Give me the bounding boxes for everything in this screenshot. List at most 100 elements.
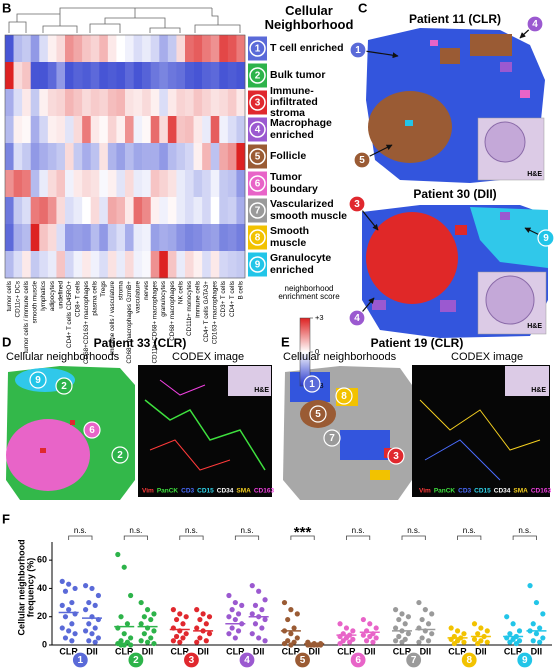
heatmap-cell <box>219 224 229 252</box>
callout-number: 6 <box>355 655 361 666</box>
neighborhood-name: Granulocyte enriched <box>270 252 332 276</box>
tissue-image <box>283 365 550 500</box>
heatmap-cell <box>99 170 109 198</box>
heatmap-cell <box>185 197 194 225</box>
callout-number: 8 <box>341 391 347 402</box>
heatmap-cell <box>202 116 212 144</box>
significance-label: n.s. <box>352 526 365 535</box>
callout-badge <box>323 429 341 447</box>
neighborhood-badge <box>249 94 266 111</box>
data-point <box>141 614 147 620</box>
inset-label: H&E <box>527 171 542 178</box>
callout-badge <box>55 377 73 395</box>
heatmap-cell <box>47 89 57 117</box>
x-tick-label: CLR <box>282 646 301 656</box>
neighborhood-number: 6 <box>255 179 261 190</box>
callout-number: 5 <box>300 655 306 666</box>
data-point <box>83 607 89 613</box>
x-tick-label: CLR <box>448 646 467 656</box>
significance-bracket <box>290 535 315 540</box>
column-label: granulocytes <box>160 281 167 317</box>
callout-badge <box>387 447 405 465</box>
data-point <box>367 633 373 640</box>
heatmap-cell <box>47 62 57 90</box>
heatmap-cell <box>47 116 57 144</box>
heatmap-cell <box>5 62 14 90</box>
dendrogram <box>8 7 241 33</box>
heatmap-cell <box>150 224 160 252</box>
heatmap-cell <box>107 251 117 279</box>
heatmap-cell <box>30 197 40 225</box>
colorbar-tick-label: 0 <box>315 347 319 356</box>
data-point <box>533 599 540 606</box>
heatmap-cell <box>13 89 23 117</box>
heatmap-cell <box>65 116 74 144</box>
callout-number: 5 <box>315 409 321 420</box>
x-tick-label: DII <box>142 646 154 656</box>
data-point <box>393 625 399 631</box>
data-point <box>471 636 478 642</box>
data-point <box>484 628 490 634</box>
heatmap-cell <box>99 224 109 252</box>
callout-badge <box>83 421 101 439</box>
heatmap-cell <box>107 224 117 252</box>
heatmap-cell <box>116 89 126 117</box>
heatmap-cell <box>159 197 169 225</box>
callout-badge <box>182 651 201 668</box>
heatmap-cell <box>142 224 152 252</box>
marker-label: PanCK <box>157 488 179 495</box>
data-point <box>461 631 467 637</box>
data-point <box>405 631 411 637</box>
x-tick-label: DII <box>253 646 265 656</box>
data-point <box>83 583 89 589</box>
column-label: CD3+ T cells <box>220 281 227 317</box>
heatmap-cell <box>193 197 203 225</box>
callout-badge <box>335 387 353 405</box>
data-point <box>148 616 154 623</box>
significance-bracket <box>346 535 371 540</box>
heatmap-cell <box>167 170 177 198</box>
heatmap-cell <box>185 35 194 63</box>
data-point <box>138 638 144 644</box>
y-tick-label: 0 <box>42 639 47 649</box>
marker-label: PanCK <box>434 488 456 495</box>
callout-number: 4 <box>532 19 538 30</box>
data-point <box>350 628 356 634</box>
heatmap-cell <box>176 143 186 171</box>
data-point <box>285 616 291 623</box>
data-point <box>288 631 294 637</box>
heatmap-cell <box>142 143 152 171</box>
significance-label: *** <box>294 524 312 541</box>
heatmap-cell <box>142 35 152 63</box>
data-point <box>235 611 242 617</box>
data-point <box>484 639 490 645</box>
heatmap-cell <box>73 170 83 198</box>
heatmap-cell <box>107 143 117 171</box>
heatmap-cell <box>90 143 100 171</box>
x-tick-label: CLR <box>393 646 412 656</box>
callout-badge <box>238 651 256 668</box>
heatmap-cell <box>193 116 203 144</box>
data-point <box>252 602 259 609</box>
heatmap-cell <box>39 35 49 63</box>
heatmap-cell <box>193 251 203 279</box>
data-point <box>533 631 540 637</box>
data-point <box>451 640 457 647</box>
heatmap-cell <box>185 224 194 252</box>
heatmap-cell <box>210 35 220 63</box>
column-label: lymphatics <box>40 281 47 311</box>
heatmap-cell <box>219 251 229 279</box>
heatmap-cell <box>150 35 160 63</box>
heatmap-cell <box>82 62 92 90</box>
x-tick-label: DII <box>197 646 209 656</box>
heatmap-cell <box>159 35 169 63</box>
heatmap-cell <box>82 89 92 117</box>
data-point <box>259 625 265 631</box>
data-point <box>399 611 405 617</box>
x-tick-label: CLR <box>337 646 356 656</box>
data-point <box>151 628 157 634</box>
data-point <box>62 635 69 641</box>
heatmap-cell <box>22 35 32 63</box>
heatmap-cell <box>116 143 126 171</box>
heatmap-cell <box>65 143 74 171</box>
